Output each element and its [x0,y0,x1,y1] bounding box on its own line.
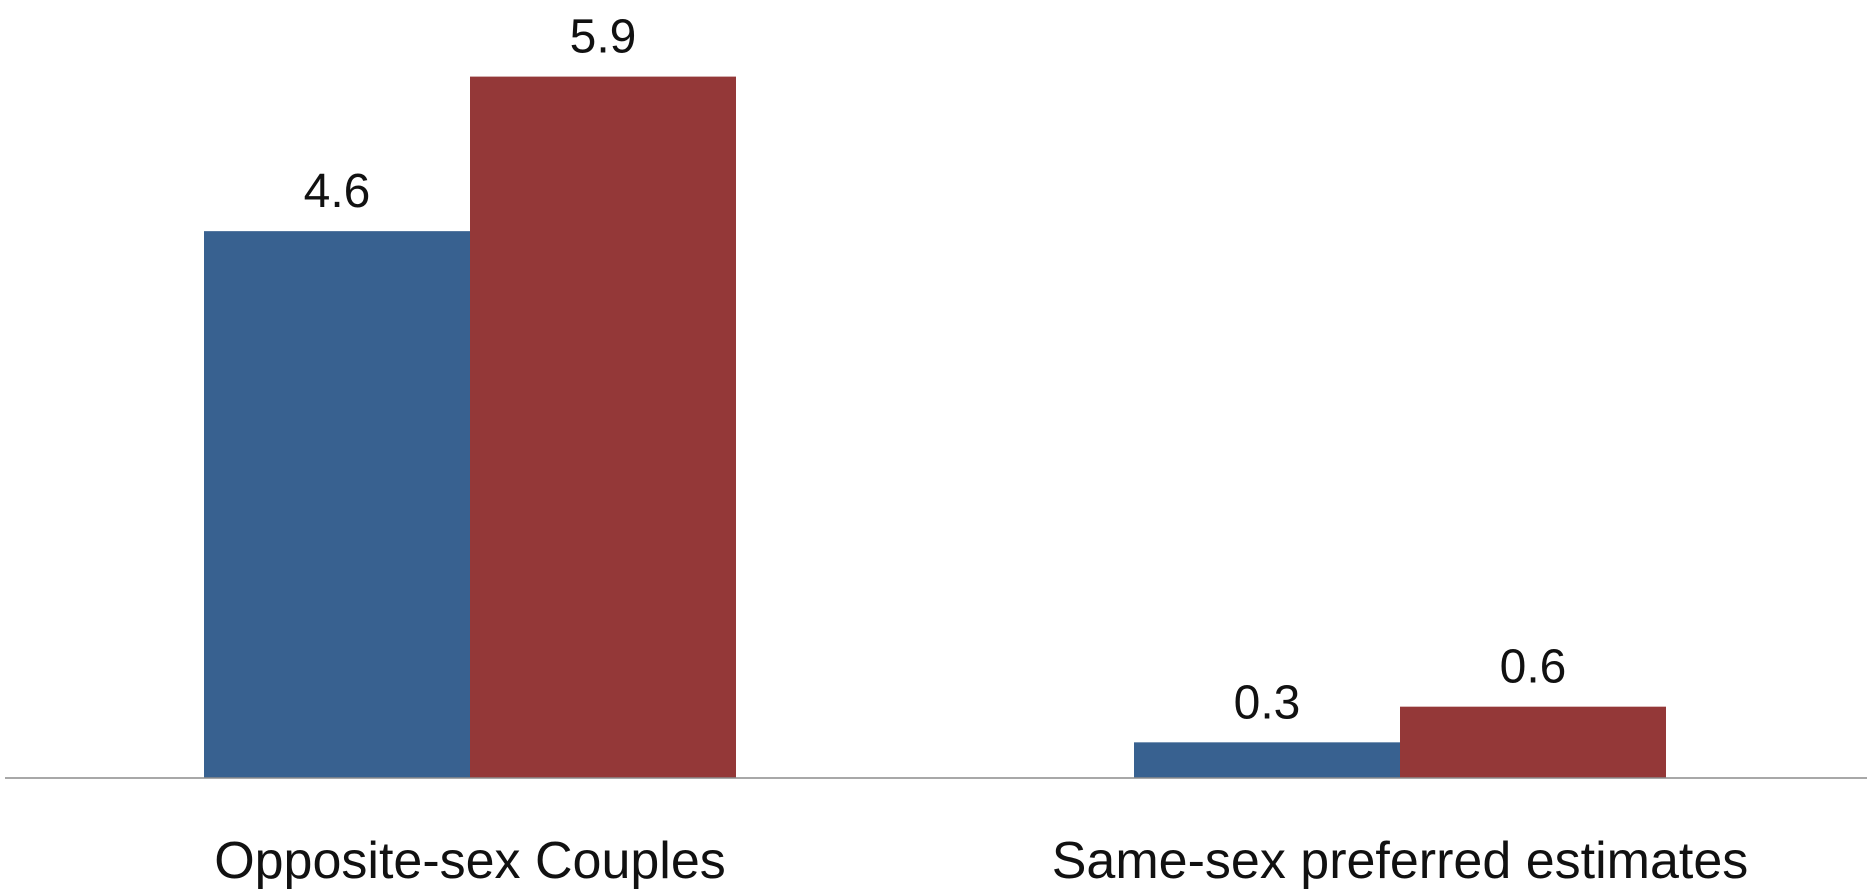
category-label-1: Opposite-sex Couples [214,832,726,889]
data-label-series-2-category-2: 0.6 [1500,641,1567,694]
data-label-series-1-category-2: 0.3 [1234,676,1301,729]
bar-series-2-category-1 [470,76,736,778]
bars-layer [204,76,1666,779]
category-label-2: Same-sex preferred estimates [1052,832,1749,889]
category-labels-layer: Opposite-sex Couples Same-sex preferred e… [214,832,1748,889]
data-labels-layer: 4.6 5.9 0.3 0.6 [304,11,1567,730]
bar-series-1-category-2 [1134,742,1400,778]
data-label-series-1-category-1: 4.6 [304,165,371,218]
bar-series-1-category-1 [204,231,470,779]
data-label-series-2-category-1: 5.9 [570,11,637,64]
bar-series-2-category-2 [1400,706,1666,778]
